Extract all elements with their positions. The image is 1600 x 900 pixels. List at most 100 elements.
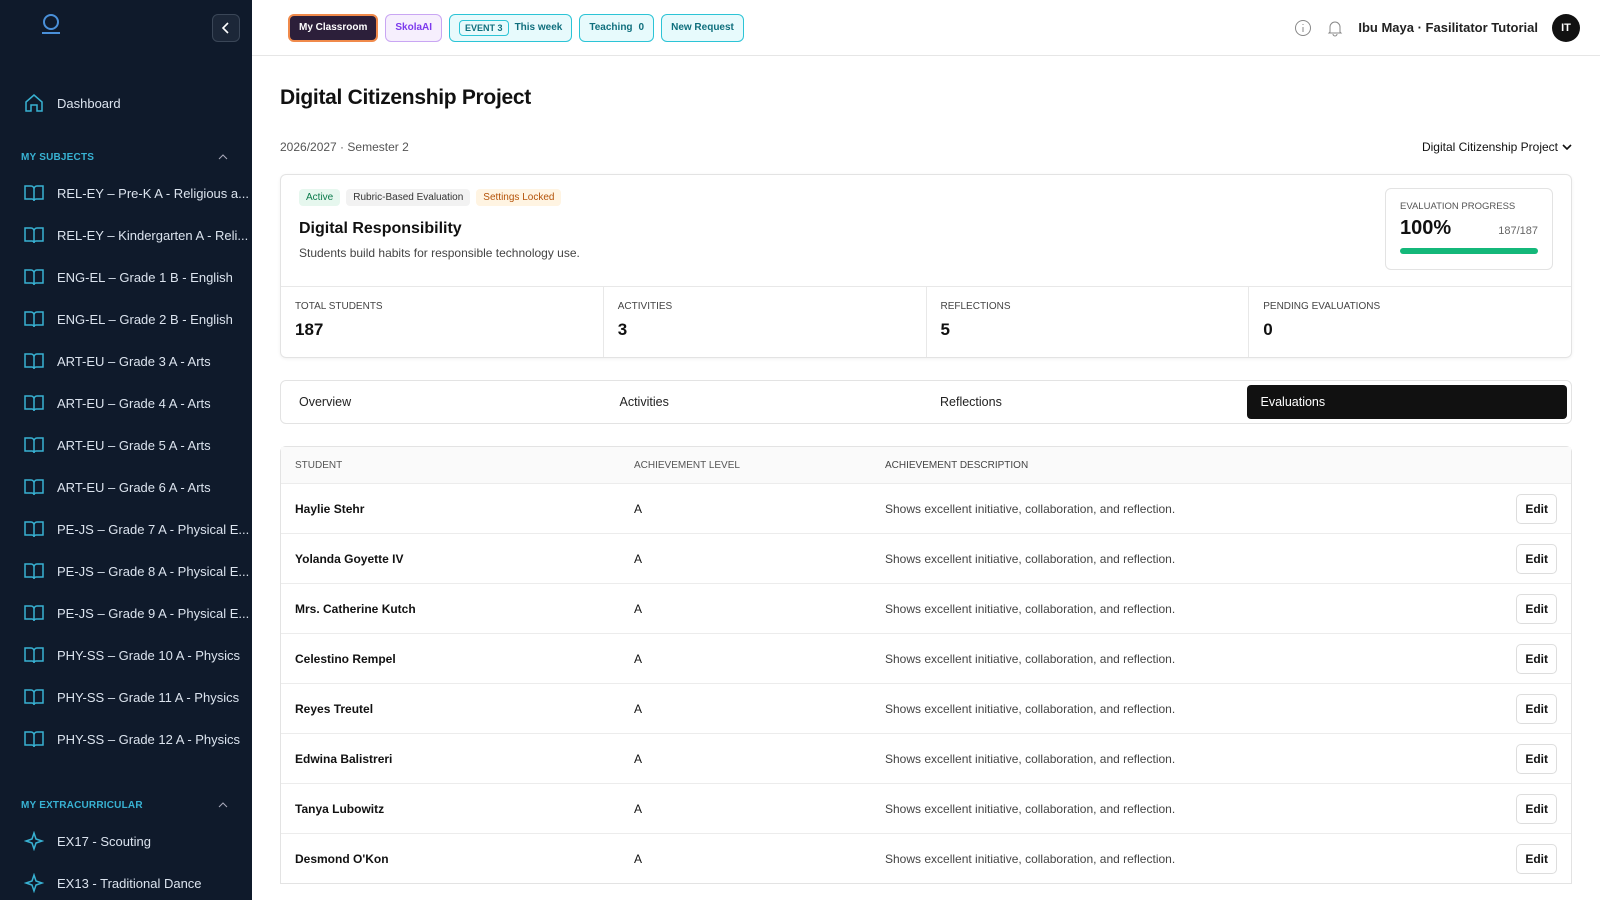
summary-card: Active Rubric-Based Evaluation Settings Lo…	[280, 174, 1572, 358]
nav-item[interactable]: ENG-EL – Grade 2 B - English	[0, 298, 252, 340]
icon	[24, 604, 44, 622]
cell: Reyes Treutel	[295, 701, 374, 716]
skola-ai-button[interactable]: SkolaAI	[385, 13, 443, 42]
edit-button[interactable]: Edit	[1516, 843, 1557, 874]
stat: ACTIVITIES 3	[602, 287, 926, 357]
nav-label: ENG-EL – Grade 1 B - English	[57, 269, 233, 285]
term: 2026/2027 · Semester 2	[280, 140, 409, 154]
table-row: Mrs. Catherine Kutch A Shows excellent ini…	[281, 583, 1571, 633]
cell: A	[634, 751, 643, 766]
section-heading: MY SUBJECTS	[0, 142, 252, 172]
collapse-button[interactable]	[212, 14, 240, 42]
stat-value: 3	[617, 320, 628, 339]
nav-label: PHY-SS – Grade 11 A - Physics	[57, 689, 240, 705]
edit-button[interactable]: Edit	[1516, 543, 1557, 574]
stat-label: REFLECTIONS	[940, 301, 1011, 312]
cell: A	[634, 501, 643, 516]
tab[interactable]: Overview	[299, 395, 352, 409]
cell: A	[634, 551, 643, 566]
nav-item[interactable]: PHY-SS – Grade 12 A - Physics	[0, 718, 252, 760]
icon	[24, 184, 44, 202]
icon	[218, 802, 228, 808]
new-request-button[interactable]: New Request	[661, 13, 744, 42]
card-info: Active Rubric-Based Evaluation Settings Lo…	[299, 189, 580, 268]
nav-label: PE-JS – Grade 7 A - Physical E...	[57, 521, 250, 537]
icon	[24, 436, 44, 454]
nav-item[interactable]: EX17 - Scouting	[0, 820, 252, 862]
badge: Rubric-Based Evaluation	[346, 189, 471, 206]
icon	[24, 688, 44, 706]
nav-item[interactable]: PE-JS – Grade 9 A - Physical E...	[0, 592, 252, 634]
nav-item[interactable]: PE-JS – Grade 7 A - Physical E...	[0, 508, 252, 550]
edit-button[interactable]: Edit	[1516, 493, 1557, 524]
nav-item[interactable]: REL-EY – Pre-K A - Religious a...	[0, 172, 252, 214]
nav-item[interactable]: EX13 - Traditional Dance	[0, 862, 252, 900]
nav-item[interactable]: PE-JS – Grade 8 A - Physical E...	[0, 550, 252, 592]
project-selector[interactable]: Digital Citizenship Project	[1422, 140, 1572, 154]
nav-label: PE-JS – Grade 8 A - Physical E...	[57, 563, 250, 579]
content: Digital Citizenship Project 2026/2027 · S…	[252, 86, 1600, 884]
icon	[24, 730, 44, 748]
cell: A	[634, 651, 643, 666]
edit-button[interactable]: Edit	[1516, 593, 1557, 624]
tab[interactable]: Evaluations	[1246, 385, 1567, 419]
card-heading: Digital Responsibility	[299, 220, 462, 237]
edit-button[interactable]: Edit	[1516, 793, 1557, 824]
nav-label: PHY-SS – Grade 10 A - Physics	[57, 647, 241, 663]
tab[interactable]: Reflections	[940, 395, 1002, 409]
edit-button[interactable]: Edit	[1516, 743, 1557, 774]
tab[interactable]: Activities	[619, 395, 669, 409]
main: My Classroom SkolaAI EVENT 3 This week Teach…	[252, 0, 1600, 900]
label: SkolaAI	[395, 22, 433, 33]
section-label: MY SUBJECTS	[21, 151, 95, 163]
teaching-button[interactable]: Teaching 0	[579, 13, 655, 42]
label: Teaching	[589, 22, 633, 33]
stat-label: ACTIVITIES	[617, 301, 673, 312]
progress-label: EVALUATION PROGRESS	[1400, 201, 1516, 212]
avatar[interactable]: IT	[1552, 13, 1580, 42]
nav-item[interactable]: ART-EU – Grade 5 A - Arts	[0, 424, 252, 466]
icon	[24, 520, 44, 538]
nav-item[interactable]: PHY-SS – Grade 10 A - Physics	[0, 634, 252, 676]
stat-value: 0	[1263, 320, 1273, 339]
badge: Settings Locked	[476, 189, 562, 206]
edit-button[interactable]: Edit	[1516, 693, 1557, 724]
nav-label: EX13 - Traditional Dance	[57, 875, 202, 891]
edit-button[interactable]: Edit	[1516, 643, 1557, 674]
my-classroom-button[interactable]: My Classroom	[288, 13, 379, 42]
count: 0	[638, 22, 645, 33]
evaluation-table: STUDENT ACHIEVEMENT LEVEL ACHIEVEMENT DESC…	[280, 446, 1572, 884]
nav-label: PHY-SS – Grade 12 A - Physics	[57, 731, 241, 747]
cell: Yolanda Goyette IV	[295, 551, 404, 566]
nav-item[interactable]: Dashboard	[0, 82, 252, 124]
progress-count: 187/187	[1498, 225, 1538, 237]
stat-label: PENDING EVALUATIONS	[1263, 301, 1381, 312]
tabs: Overview Activities Reflections Evaluations	[280, 380, 1572, 424]
nav-item[interactable]: REL-EY – Kindergarten A - Reli...	[0, 214, 252, 256]
card-description: Students build habits for responsible te…	[299, 246, 580, 260]
nav-item[interactable]: PHY-SS – Grade 11 A - Physics	[0, 676, 252, 718]
icon	[24, 93, 44, 113]
cell: A	[634, 601, 643, 616]
event-button[interactable]: EVENT 3 This week	[449, 13, 573, 42]
nav-item[interactable]: ART-EU – Grade 6 A - Arts	[0, 466, 252, 508]
stat: PENDING EVALUATIONS 0	[1248, 287, 1571, 357]
cell: A	[634, 701, 643, 716]
user-name[interactable]: Ibu Maya · Fasilitator Tutorial	[1358, 20, 1538, 35]
nav-item[interactable]: ENG-EL – Grade 1 B - English	[0, 256, 252, 298]
sidebar: Dashboard MY SUBJECTS REL-EY – Pre-K A - R…	[0, 0, 252, 900]
progress-fill	[1400, 248, 1538, 254]
cell: Shows excellent initiative, collaboratio…	[885, 801, 1176, 816]
icon	[24, 646, 44, 664]
logo	[42, 14, 60, 34]
cell: A	[634, 801, 643, 816]
nav-item[interactable]: ART-EU – Grade 4 A - Arts	[0, 382, 252, 424]
progress-box: EVALUATION PROGRESS 100% 187/187	[1385, 188, 1553, 270]
nav-item[interactable]: ART-EU – Grade 3 A - Arts	[0, 340, 252, 382]
cell: Edwina Balistreri	[295, 751, 393, 766]
stat-value: 5	[940, 320, 950, 339]
cell: Desmond O'Kon	[295, 851, 389, 866]
card-top: Active Rubric-Based Evaluation Settings Lo…	[281, 175, 1571, 286]
